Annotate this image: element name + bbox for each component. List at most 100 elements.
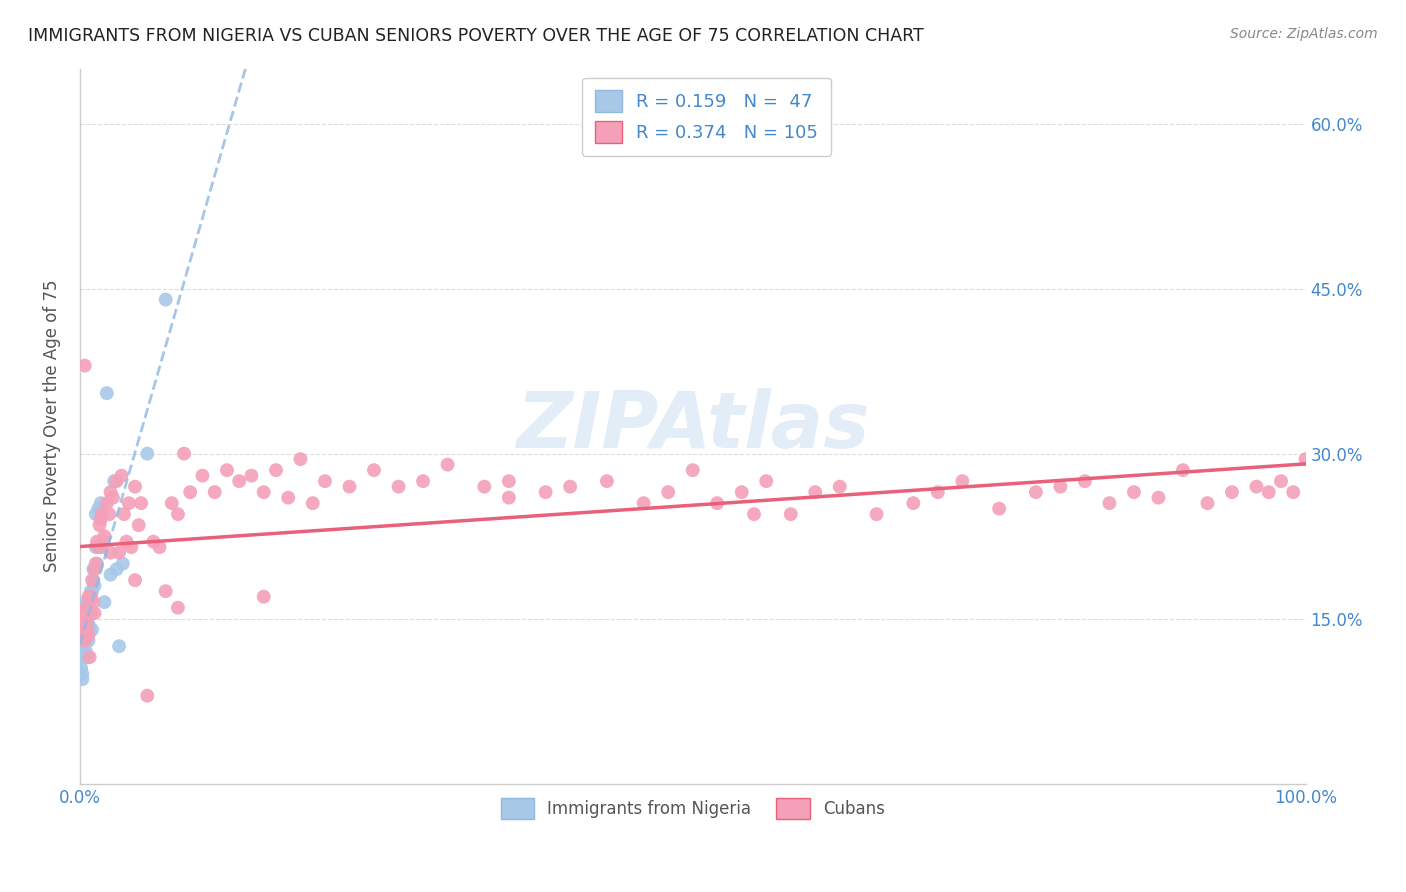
Point xyxy=(96,386,118,401)
Point xyxy=(90,513,112,527)
Point xyxy=(77,595,100,609)
Point xyxy=(534,485,557,500)
Point xyxy=(253,485,276,500)
Point xyxy=(136,447,159,461)
Point xyxy=(77,590,100,604)
Point xyxy=(73,606,96,620)
Point xyxy=(865,507,887,521)
Point xyxy=(682,463,704,477)
Point xyxy=(1098,496,1121,510)
Text: Source: ZipAtlas.com: Source: ZipAtlas.com xyxy=(1230,27,1378,41)
Point xyxy=(498,474,520,488)
Point xyxy=(903,496,925,510)
Point xyxy=(472,480,495,494)
Point xyxy=(91,534,114,549)
Point xyxy=(72,645,94,659)
Point xyxy=(112,507,135,521)
Point xyxy=(108,546,131,560)
Point xyxy=(83,562,105,576)
Point xyxy=(80,590,103,604)
Point xyxy=(124,480,146,494)
Point xyxy=(77,633,100,648)
Point xyxy=(76,617,98,632)
Point xyxy=(731,485,754,500)
Point xyxy=(264,463,287,477)
Point xyxy=(80,584,103,599)
Point xyxy=(950,474,973,488)
Point xyxy=(100,567,122,582)
Point xyxy=(73,359,96,373)
Point xyxy=(1122,485,1144,500)
Point xyxy=(115,534,138,549)
Point xyxy=(75,595,97,609)
Point xyxy=(72,617,94,632)
Point xyxy=(90,496,112,510)
Point xyxy=(253,590,276,604)
Point xyxy=(1049,480,1071,494)
Point xyxy=(82,562,104,576)
Point xyxy=(118,496,141,510)
Point xyxy=(100,546,122,560)
Point xyxy=(87,501,110,516)
Point xyxy=(75,628,97,642)
Point xyxy=(436,458,458,472)
Point xyxy=(1220,485,1243,500)
Point xyxy=(80,606,103,620)
Point xyxy=(82,573,104,587)
Point xyxy=(387,480,409,494)
Point xyxy=(86,534,108,549)
Point xyxy=(80,606,103,620)
Point xyxy=(79,650,101,665)
Point xyxy=(72,672,94,686)
Point xyxy=(657,485,679,500)
Point xyxy=(93,595,115,609)
Point xyxy=(155,584,177,599)
Point xyxy=(155,293,177,307)
Point xyxy=(363,463,385,477)
Point xyxy=(120,540,142,554)
Point xyxy=(70,661,93,675)
Point xyxy=(111,557,134,571)
Point xyxy=(633,496,655,510)
Point xyxy=(173,447,195,461)
Point xyxy=(75,645,97,659)
Point xyxy=(89,518,111,533)
Point xyxy=(73,606,96,620)
Point xyxy=(103,474,125,488)
Point xyxy=(77,628,100,642)
Point xyxy=(301,496,323,510)
Point xyxy=(86,557,108,571)
Point xyxy=(755,474,778,488)
Point xyxy=(84,507,107,521)
Point xyxy=(76,606,98,620)
Point xyxy=(90,540,112,554)
Point xyxy=(70,617,93,632)
Point xyxy=(142,534,165,549)
Point xyxy=(1246,480,1268,494)
Point xyxy=(83,579,105,593)
Text: ZIPAtlas: ZIPAtlas xyxy=(516,388,869,464)
Point xyxy=(83,606,105,620)
Point xyxy=(706,496,728,510)
Point xyxy=(136,689,159,703)
Point xyxy=(82,595,104,609)
Point xyxy=(73,633,96,648)
Point xyxy=(82,573,104,587)
Point xyxy=(98,507,121,521)
Point xyxy=(167,600,190,615)
Point xyxy=(742,507,765,521)
Point xyxy=(988,501,1011,516)
Point xyxy=(179,485,201,500)
Point xyxy=(1282,485,1305,500)
Point xyxy=(72,666,94,681)
Point xyxy=(72,628,94,642)
Point xyxy=(228,474,250,488)
Point xyxy=(1270,474,1292,488)
Point xyxy=(75,623,97,637)
Point xyxy=(1171,463,1194,477)
Point xyxy=(77,617,100,632)
Point xyxy=(84,540,107,554)
Point xyxy=(72,606,94,620)
Point xyxy=(100,485,122,500)
Point xyxy=(148,540,170,554)
